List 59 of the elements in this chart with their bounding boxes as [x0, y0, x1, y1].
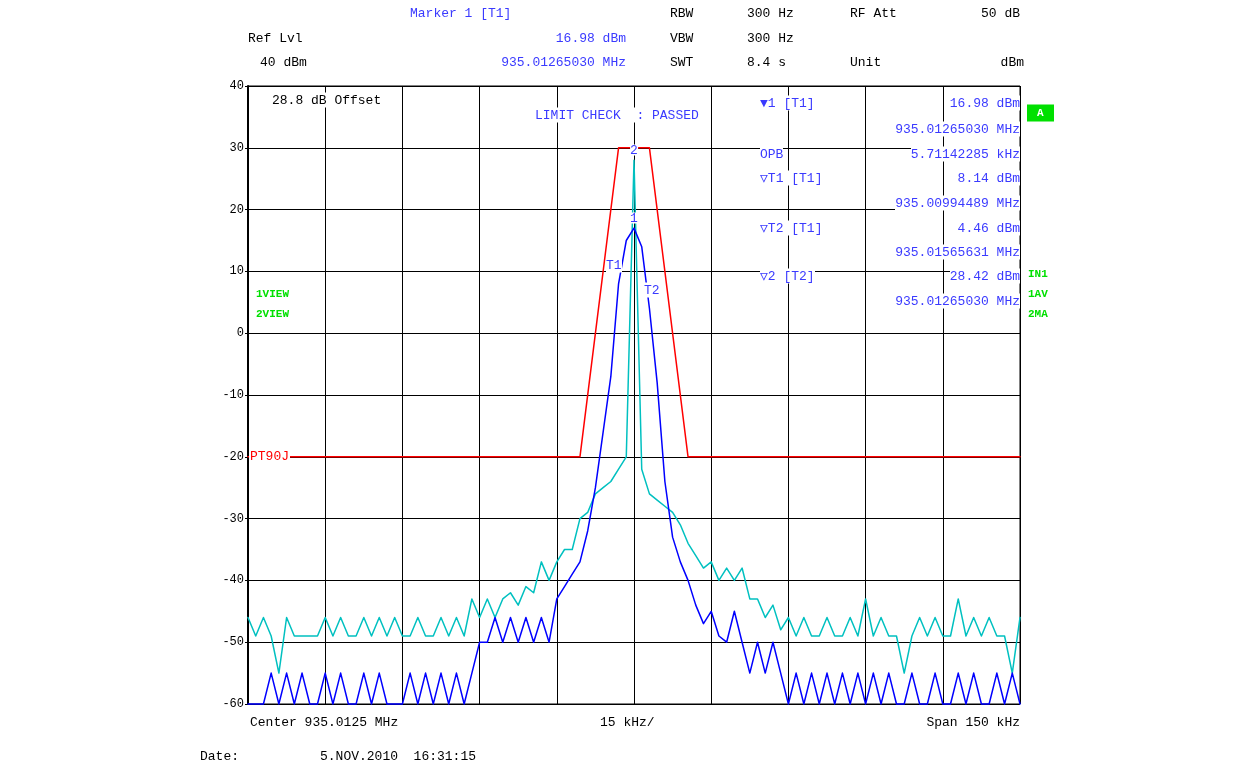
text: 40 dBm [260, 54, 307, 70]
annotation: 4.46 dBm [957, 220, 1020, 236]
annotation: T2 [644, 282, 660, 298]
annotation: 8.14 dBm [957, 170, 1020, 186]
annotation: 16.98 dBm [949, 95, 1020, 111]
text: 8.4 s [747, 54, 787, 70]
y-tick-label: -10 [222, 388, 244, 402]
text: 15 kHz/ [600, 714, 655, 730]
annotation: ▽T1 [T1] [760, 170, 823, 186]
text: Center 935.0125 MHz [250, 714, 399, 730]
text: 1AV [1028, 286, 1048, 302]
annotation: ▼1 [T1] [760, 95, 815, 111]
y-tick-label: -60 [222, 697, 244, 711]
series-label: PT90J [250, 449, 290, 465]
text: Span 150 kHz [926, 714, 1020, 730]
text: RBW [670, 5, 694, 21]
y-tick-label: -30 [222, 511, 244, 526]
annotation: 2 [630, 142, 638, 158]
y-tick-label: -40 [222, 573, 244, 588]
text: 5.NOV.2010 16:31:15 [320, 748, 477, 764]
text: 935.01265030 MHz [501, 54, 626, 70]
annotation: 5.71142285 kHz [910, 146, 1020, 162]
text: A [1027, 104, 1054, 122]
annotation: 935.00994489 MHz [895, 195, 1020, 211]
y-tick-label: 10 [229, 264, 244, 279]
text: VBW [670, 30, 694, 46]
y-tick-label: 0 [236, 326, 244, 341]
annotation: T1 [606, 257, 622, 273]
line-series [247, 159, 1021, 674]
y-tick-label: 40 [229, 79, 244, 93]
annotation: 935.01565631 MHz [895, 244, 1020, 260]
annotation: LIMIT CHECK : PASSED [535, 107, 699, 123]
text: Marker 1 [T1] [410, 5, 512, 21]
annotation: 1VIEW [256, 286, 290, 302]
text: 300 Hz [747, 30, 794, 46]
text: 50 dB [980, 5, 1020, 21]
text: Date: [200, 748, 240, 764]
text: Ref Lvl [248, 30, 303, 46]
annotation: 935.01265030 MHz [895, 121, 1020, 137]
text: RF Att [850, 5, 897, 21]
annotation: 28.8 dB Offset [272, 92, 382, 108]
y-tick-label: 20 [229, 202, 244, 217]
text: 2MA [1028, 306, 1048, 322]
text: Unit [850, 54, 882, 70]
annotation: ▽2 [T2] [760, 268, 815, 284]
text: dBm [1000, 54, 1024, 70]
y-tick-label: -20 [222, 449, 244, 464]
annotation: OPB [760, 146, 784, 162]
annotation: 28.42 dBm [949, 268, 1020, 284]
annotation: 935.01265030 MHz [895, 293, 1020, 309]
text: 16.98 dBm [555, 30, 626, 46]
annotation: ▽T2 [T1] [760, 220, 823, 236]
annotation: 1 [630, 210, 638, 226]
y-tick-label: 30 [229, 140, 244, 155]
text: SWT [670, 54, 694, 70]
annotation: 2VIEW [256, 306, 290, 322]
y-tick-label: -50 [222, 635, 244, 650]
text: IN1 [1028, 266, 1048, 282]
text: 300 Hz [747, 5, 794, 21]
